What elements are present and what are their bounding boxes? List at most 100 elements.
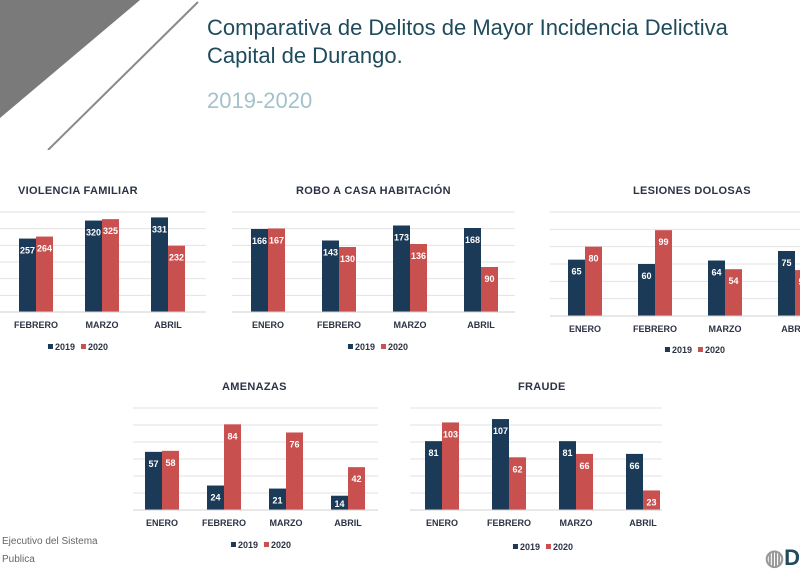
bar-2020-febrero — [655, 230, 672, 316]
bar-2019-abril — [464, 228, 481, 312]
logo: ◍D — [764, 545, 800, 570]
category-label: ABRIL — [467, 320, 495, 330]
legend-label: 2019 — [237, 540, 258, 550]
legend-label: 2019 — [354, 342, 375, 352]
legend-swatch — [512, 544, 518, 549]
category-label: ENERO — [251, 320, 285, 330]
data-label: 81 — [428, 448, 438, 458]
legend-label: 2020 — [388, 342, 409, 352]
legend-swatch — [347, 344, 353, 349]
data-label: 62 — [512, 464, 522, 474]
data-label: 99 — [658, 237, 668, 247]
data-label: 325 — [103, 226, 118, 236]
bar-2020-abril — [348, 467, 365, 510]
data-label: 107 — [493, 426, 508, 436]
legend: 2019 2020 — [225, 540, 291, 550]
plot-area: 57 58 24 84 21 76 14 42 — [133, 407, 378, 511]
bar-2020-abril — [643, 490, 660, 510]
data-label: 331 — [152, 224, 167, 234]
category-label: MARZO — [269, 518, 303, 528]
corner-decoration — [0, 0, 199, 150]
data-label: 76 — [289, 439, 299, 449]
bar-2019-febrero — [322, 240, 339, 312]
data-label: 257 — [20, 246, 35, 256]
legend-swatch — [47, 344, 53, 349]
category-label: FEBRERO — [316, 320, 362, 330]
bar-2020-enero — [162, 450, 179, 510]
bar-2019-abril — [151, 217, 168, 312]
title-line-1: Comparativa de Delitos de Mayor Incidenc… — [207, 15, 728, 40]
chart-title: FRAUDE — [518, 381, 566, 393]
data-label: 143 — [323, 248, 338, 258]
plot-area: 257 264 320 325 331 232 — [0, 211, 206, 313]
legend-swatch — [81, 344, 86, 349]
data-label: 90 — [484, 274, 494, 284]
category-label: FEBRERO — [201, 518, 247, 528]
data-label: 75 — [781, 258, 791, 268]
chart-title: LESIONES DOLOSAS — [633, 185, 751, 197]
data-label: 166 — [252, 236, 267, 246]
bar-2019-febrero — [19, 238, 36, 312]
bar-2019-enero — [568, 259, 585, 316]
legend-swatch — [381, 344, 386, 349]
bar-2019-abril — [778, 251, 795, 316]
chart-title: AMENAZAS — [222, 381, 287, 393]
plot-area: 65 80 60 99 64 54 75 53 — [550, 211, 800, 317]
category-label: MARZO — [708, 324, 742, 334]
bar-2019-marzo — [269, 488, 286, 510]
data-label: 232 — [169, 253, 184, 263]
bar-2020-abril — [168, 245, 185, 312]
bar-2019-febrero — [638, 264, 655, 316]
data-label: 66 — [629, 461, 639, 471]
bar-2019-marzo — [393, 225, 410, 312]
data-label: 84 — [227, 431, 237, 441]
page-title: Comparativa de Delitos de Mayor Incidenc… — [207, 14, 728, 70]
legend-swatch — [264, 542, 269, 547]
legend-swatch — [546, 544, 551, 549]
bar-2020-marzo — [725, 269, 742, 316]
footer-line-1: Ejecutivo del Sistema — [2, 536, 98, 547]
data-label: 58 — [165, 458, 175, 468]
category-label: ABRIL — [781, 324, 800, 334]
footer-line-2: Publica — [2, 554, 35, 565]
bar-2019-febrero — [492, 419, 509, 510]
legend-swatch — [230, 542, 236, 547]
data-label: 66 — [579, 461, 589, 471]
legend-label: 2019 — [54, 342, 75, 352]
legend-label: 2020 — [705, 345, 726, 355]
data-label: 81 — [562, 448, 572, 458]
legend-swatch — [664, 347, 670, 352]
bar-2020-enero — [442, 422, 459, 510]
data-label: 23 — [646, 497, 656, 507]
bar-2019-enero — [425, 441, 442, 510]
bar-2020-abril — [795, 270, 800, 316]
legend-swatch — [698, 347, 703, 352]
category-label: ABRIL — [154, 320, 182, 330]
data-label: 60 — [641, 271, 651, 281]
bar-2020-febrero — [36, 236, 53, 312]
legend-label: 2020 — [88, 342, 109, 352]
bar-2019-marzo — [85, 220, 102, 312]
data-label: 24 — [210, 493, 220, 503]
bar-2020-marzo — [286, 432, 303, 510]
data-label: 64 — [711, 268, 721, 278]
legend: 2019 2020 — [342, 342, 408, 352]
data-label: 130 — [340, 254, 355, 264]
data-label: 53 — [798, 277, 800, 287]
chart-title: VIOLENCIA FAMILIAR — [18, 185, 138, 197]
bar-2020-abril — [481, 267, 498, 312]
data-label: 320 — [86, 228, 101, 238]
legend-label: 2019 — [519, 542, 540, 552]
data-label: 103 — [443, 429, 458, 439]
legend: 2019 2020 — [659, 345, 725, 355]
data-label: 173 — [394, 233, 409, 243]
data-label: 42 — [351, 474, 361, 484]
category-label: ABRIL — [629, 518, 657, 528]
category-label: FEBRERO — [632, 324, 678, 334]
data-label: 167 — [269, 236, 284, 246]
bar-2019-marzo — [559, 441, 576, 510]
bar-2020-febrero — [339, 247, 356, 312]
legend: 2019 2020 — [42, 342, 108, 352]
data-label: 168 — [465, 235, 480, 245]
